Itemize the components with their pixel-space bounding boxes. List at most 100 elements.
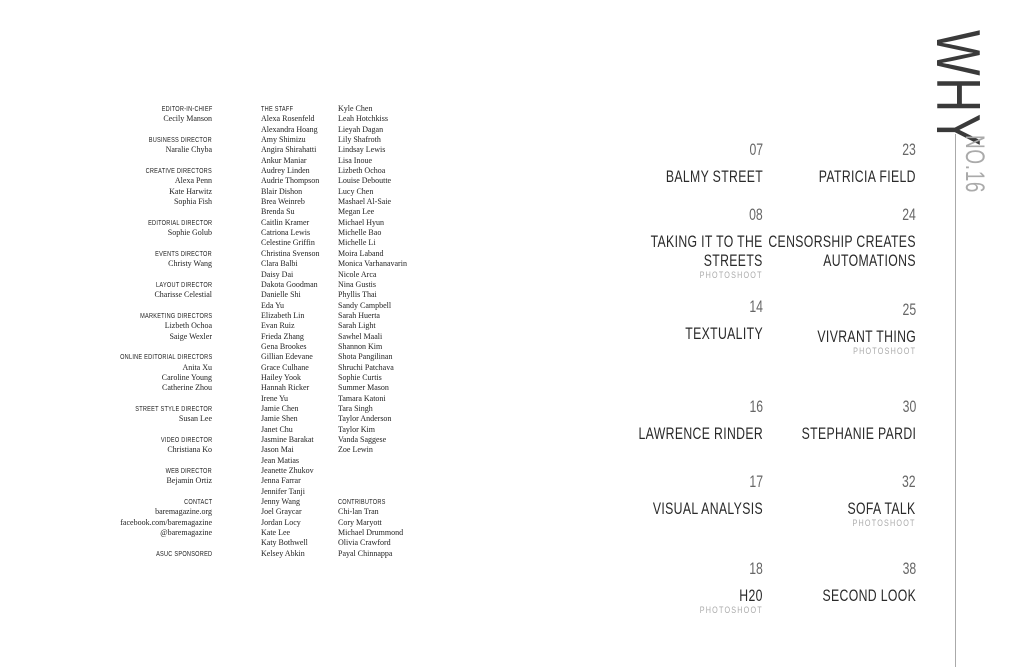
staff-name: Gena Brookes (261, 341, 307, 351)
line: Christina Svenson (261, 249, 319, 259)
staff-name: Summer Mason (338, 383, 389, 393)
staff-column-2: Kyle Chen Leah Hotchkiss Lieyah Dagan Lily … (338, 104, 407, 559)
line: Lisa Inoue (338, 156, 407, 166)
staff-name: Sandy Campbell (338, 300, 392, 310)
staff-name: Lindsay Lewis (338, 145, 386, 155)
toc-entry[interactable]: 08 TAKING IT TO THE STREETS PHOTOSHOOT (607, 205, 763, 281)
line: Lizbeth Ochoa (97, 321, 212, 331)
blank-line (97, 238, 212, 248)
staff-name: Sawhel Maali (338, 331, 383, 341)
article-title: CENSORSHIP CREATES (768, 232, 916, 251)
person-name: @baremagazine (160, 528, 212, 538)
line: Caitlin Kramer (261, 218, 319, 228)
staff-name: Sarah Huerta (338, 310, 380, 320)
person-name: Charisse Celestial (154, 290, 212, 300)
role-heading: Marketing Directors (139, 312, 212, 320)
staff-name: Katy Bothwell (261, 538, 308, 548)
line: ASUC Sponsored (97, 549, 212, 559)
staff-name: Hailey Yook (261, 372, 302, 382)
toc-entry[interactable]: 32 SOFA TALK PHOTOSHOOT (821, 473, 916, 529)
article-title: H20 (739, 586, 763, 605)
staff-name: Lucy Chen (338, 186, 374, 196)
line: Web Director (97, 466, 212, 476)
blank-line (97, 394, 212, 404)
line: Phyllis Thai (338, 290, 407, 300)
staff-name: Danielle Shi (261, 290, 301, 300)
toc-entry[interactable]: 24 CENSORSHIP CREATES AUTOMATIONS (711, 206, 916, 271)
line: Jamie Chen (261, 404, 319, 414)
line: Christiana Ko (97, 445, 212, 455)
blank-line (97, 156, 212, 166)
line: Blair Dishon (261, 187, 319, 197)
line: Shannon Kim (338, 342, 407, 352)
line: Shota Pangilinan (338, 352, 407, 362)
contributor-name: Cory Maryott (338, 517, 382, 527)
toc-entry[interactable]: 16 LAWRENCE RINDER (590, 398, 763, 444)
article-title: TEXTUALITY (685, 324, 763, 343)
staff-name: Lily Shafroth (338, 135, 381, 145)
blank-line (97, 425, 212, 435)
staff-name: Eda Yu (261, 300, 285, 310)
role-heading: Contact (183, 499, 212, 507)
toc-entry[interactable]: 38 SECOND LOOK (786, 560, 916, 606)
staff-column-1: The Staff Alexa Rosenfeld Alexandra Hoang A… (261, 104, 319, 559)
line: Editor-in-Chief (97, 104, 212, 114)
staff-name: Kelsey Abkin (261, 548, 305, 558)
role-heading: Video Director (160, 437, 212, 444)
toc-entry[interactable]: 25 VIVRANT THING PHOTOSHOOT (779, 301, 916, 357)
staff-name: Jennifer Tanji (261, 486, 305, 496)
line: Jasmine Barakat (261, 435, 319, 445)
line: Contact (97, 497, 212, 507)
toc-entry[interactable]: 14 TEXTUALITY (655, 298, 763, 344)
line: Kate Harwitz (97, 187, 212, 197)
contributor-name: Michael Drummond (338, 528, 404, 538)
line: Mashael Al-Saie (338, 197, 407, 207)
page-number: 30 (902, 397, 916, 416)
line: Street Style Director (97, 404, 212, 414)
line: Michael Drummond (338, 528, 407, 538)
staff-name: Monica Varhanavarin (338, 259, 407, 269)
line: Taylor Anderson (338, 414, 407, 424)
role-heading: Creative Directors (145, 168, 212, 176)
line: Bejamin Ortiz (97, 476, 212, 486)
staff-name: Mashael Al-Saie (338, 197, 392, 207)
staff-name: Elizabeth Lin (261, 310, 305, 320)
staff-name: Jean Matias (261, 455, 299, 465)
article-title: LAWRENCE RINDER (638, 424, 763, 443)
article-title: STEPHANIE PARDI (801, 424, 916, 443)
line: Cecily Manson (97, 114, 212, 124)
line: Irene Yu (261, 394, 319, 404)
staff-name: Gillian Edevane (261, 352, 313, 362)
staff-name: Michael Hyun (338, 217, 384, 227)
staff-name: Brea Weinreb (261, 197, 305, 207)
line: Naralie Chyba (97, 145, 212, 155)
staff-name: Lieyah Dagan (338, 124, 384, 134)
line: Megan Lee (338, 207, 407, 217)
toc-entry[interactable]: 18 H20 PHOTOSHOOT (684, 559, 763, 616)
line: Online Editorial Directors (97, 352, 212, 362)
staff-name: Audrie Thompson (261, 176, 320, 186)
staff-name: Moira Laband (338, 248, 384, 258)
contributor-name: Olivia Crawford (338, 538, 391, 548)
toc-entry[interactable]: 07 BALMY STREET (628, 141, 763, 187)
article-tag: PHOTOSHOOT (699, 270, 763, 280)
toc-entry[interactable]: 17 VISUAL ANALYSIS (610, 473, 763, 519)
line: Business Director (97, 135, 212, 145)
line: Contributors (338, 497, 407, 507)
staff-name: Jenna Farrar (261, 476, 301, 486)
page-number: 18 (749, 559, 763, 578)
line: Shruchi Patchava (338, 363, 407, 373)
line: Jason Mai (261, 445, 319, 455)
toc-entry[interactable]: 30 STEPHANIE PARDI (757, 397, 916, 444)
page-number: 08 (749, 205, 763, 224)
line: Sophia Fish (97, 197, 212, 207)
staff-name: Taylor Kim (338, 424, 375, 434)
line: Sarah Huerta (338, 311, 407, 321)
line: Lieyah Dagan (338, 125, 407, 135)
staff-name: Amy Shimizu (261, 135, 306, 145)
staff-name: Sophie Curtis (338, 372, 382, 382)
article-title: TAKING IT TO THE (650, 232, 763, 251)
toc-entry[interactable]: 23 PATRICIA FIELD (781, 141, 916, 187)
person-name: facebook.com/baremagazine (120, 517, 212, 527)
staff-name: Kyle Chen (338, 104, 373, 113)
